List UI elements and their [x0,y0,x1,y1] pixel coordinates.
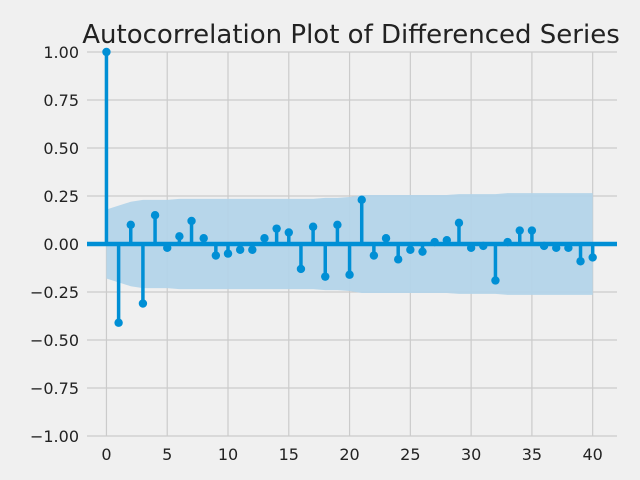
y-tick-label: 0.00 [43,235,79,254]
x-tick-label: 35 [522,445,542,464]
y-tick-label: −1.00 [30,427,79,446]
x-tick-label: 5 [162,445,172,464]
acf-marker [527,226,537,235]
acf-marker [418,247,427,256]
acf-marker [284,228,293,237]
x-tick-label: 15 [279,445,299,464]
x-tick-label: 30 [461,445,481,464]
acf-marker [260,234,269,243]
x-tick-label: 25 [400,445,420,464]
acf-marker [102,47,111,57]
acf-marker [357,195,366,205]
acf-marker [272,224,281,233]
acf-marker [393,255,403,264]
acf-marker [175,232,184,241]
acf-marker [223,249,233,258]
x-tick-label: 0 [101,445,111,464]
x-tick-label: 20 [339,445,359,464]
acf-marker [114,318,123,327]
acf-marker [150,211,160,220]
y-tick-label: −0.75 [30,379,79,398]
y-tick-label: −0.50 [30,331,79,350]
acf-marker [199,234,208,243]
y-tick-label: −0.25 [30,283,79,302]
x-tick-label: 10 [218,445,238,464]
acf-marker [369,251,379,260]
y-tick-label: 0.25 [43,187,79,206]
x-tick-label: 40 [583,445,603,464]
acf-marker [138,299,148,308]
acf-marker [126,220,135,229]
acf-marker [406,245,415,254]
acf-marker [321,272,330,281]
y-tick-label: 0.75 [43,91,79,110]
acf-marker [211,251,221,260]
acf-marker [296,264,306,274]
acf-marker [235,245,245,254]
y-tick-label: 1.00 [43,43,79,62]
acf-marker [576,257,585,266]
acf-marker [187,216,196,226]
acf-marker [248,245,257,254]
acf-marker [333,220,342,229]
acf-marker [588,253,597,262]
acf-marker [308,222,318,231]
acf-marker [491,276,500,285]
acf-marker [454,218,464,228]
chart-title: Autocorrelation Plot of Differenced Seri… [82,20,620,50]
tick-labels: 0 5 10 15 20 25 30 35 40 −1.00 −0.75 −0.50 −0.25 0.00… [30,43,603,464]
acf-marker [381,234,391,243]
acf-marker [515,226,524,235]
acf-marker [345,270,354,279]
y-tick-label: 0.50 [43,139,79,158]
